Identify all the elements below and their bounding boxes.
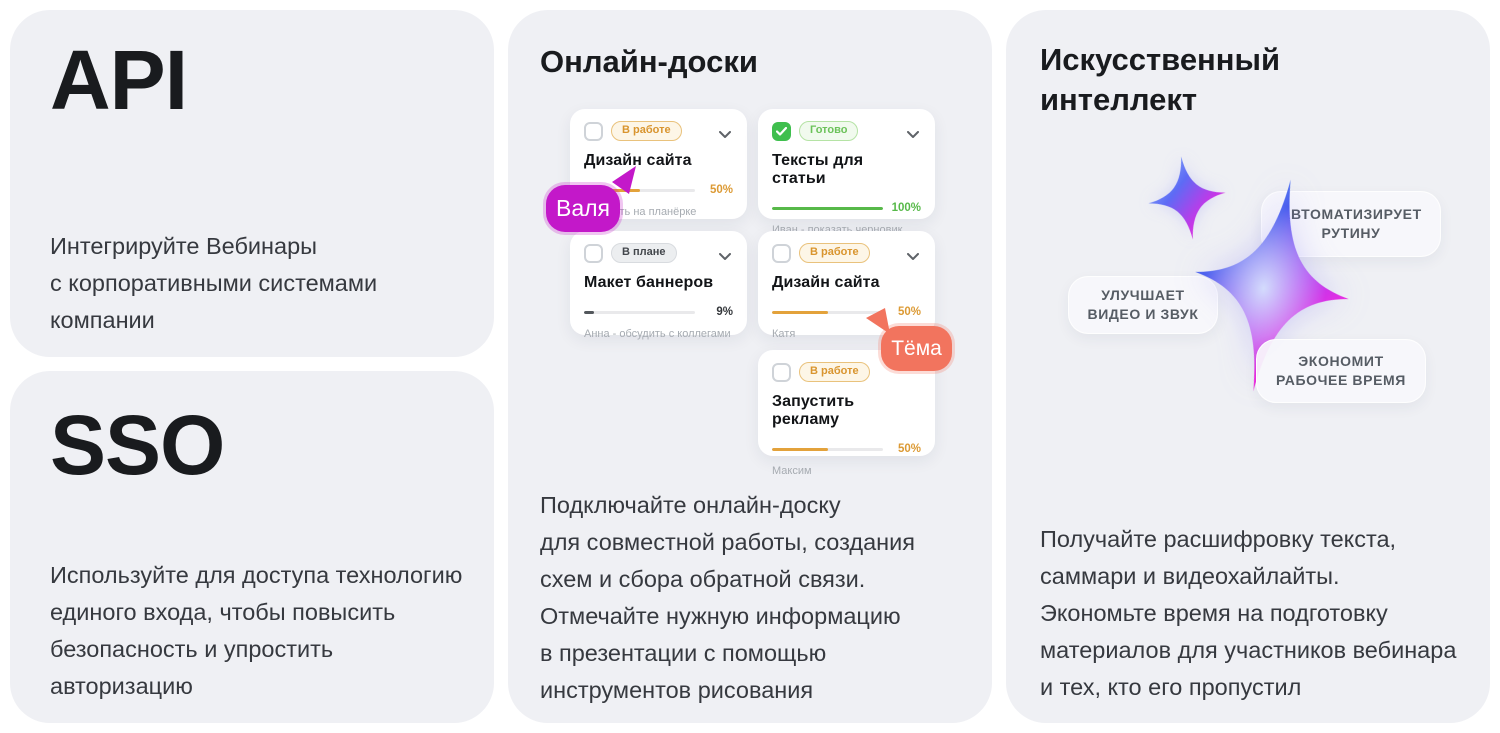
sso-title: SSO <box>50 398 225 492</box>
online-boards-title: Онлайн-доски <box>540 44 758 79</box>
progress-bar <box>772 206 883 210</box>
chevron-down-icon[interactable] <box>907 248 919 266</box>
check-icon <box>776 126 787 136</box>
chevron-down-icon[interactable] <box>719 248 731 266</box>
progress-bar <box>772 310 883 314</box>
api-title: API <box>50 33 188 127</box>
online-boards-card: Онлайн-доски В работе Дизайн сайта 50% о… <box>508 10 992 723</box>
checkbox[interactable] <box>772 243 791 263</box>
status-badge: Готово <box>799 121 859 141</box>
cursor-label-tyoma: Тёма <box>881 326 952 371</box>
status-badge: В работе <box>611 121 682 141</box>
task-note: Анна - обсудить с коллегами <box>584 328 731 340</box>
ai-badge-improves-video-audio: УЛУЧШАЕТ ВИДЕО И ЗВУК <box>1068 276 1218 334</box>
status-badge: В плане <box>611 243 677 263</box>
task-title: Дизайн сайта <box>584 152 692 169</box>
task-title: Запустить рекламу <box>772 393 855 428</box>
progress-value: 9% <box>716 306 733 318</box>
progress-bar <box>772 447 883 451</box>
checkbox-checked[interactable] <box>772 121 791 141</box>
ai-description: Получайте расшифровку текста, саммари и … <box>1040 526 1457 700</box>
ai-badge-saves-time: ЭКОНОМИТ РАБОЧЕЕ ВРЕМЯ <box>1256 339 1426 403</box>
ai-card: Искусственный интеллект АВТОМАТИЗИРУЕТ Р… <box>1006 10 1490 723</box>
task-card: В работе Дизайн сайта 50% Катя <box>758 231 935 340</box>
progress-value: 50% <box>709 184 733 196</box>
online-boards-description: Подключайте онлайн-доску для совместной … <box>540 492 915 703</box>
chevron-down-icon[interactable] <box>907 126 919 144</box>
checkbox[interactable] <box>772 362 791 382</box>
task-note: Максим <box>772 465 812 477</box>
task-card: В работе Запустить рекламу 50% Максим <box>758 350 935 477</box>
sparkle-star-big-icon <box>1195 179 1349 392</box>
task-card: Готово Тексты для статьи 100% Иван - пок… <box>758 109 935 236</box>
api-card: API Интегрируйте Вебинары с корпоративны… <box>10 10 494 357</box>
progress-bar <box>584 310 695 314</box>
cursor-arrow-icon <box>866 308 890 334</box>
task-title: Дизайн сайта <box>772 274 880 291</box>
checkbox[interactable] <box>584 243 603 263</box>
chevron-down-icon[interactable] <box>719 126 731 144</box>
cursor-arrow-icon <box>612 166 636 194</box>
status-badge: В работе <box>799 243 870 263</box>
task-title: Тексты для статьи <box>772 152 864 187</box>
task-title: Макет баннеров <box>584 274 714 291</box>
task-note: Катя <box>772 328 796 340</box>
sparkle-star-small-icon <box>1148 156 1226 240</box>
sso-card: SSO Используйте для доступа технологию е… <box>10 371 494 723</box>
status-badge: В работе <box>799 362 870 382</box>
ai-title: Искусственный интеллект <box>1040 42 1281 117</box>
progress-value: 100% <box>891 202 921 214</box>
task-card: В плане Макет баннеров 9% Анна - обсудит… <box>570 231 747 340</box>
checkbox[interactable] <box>584 121 603 141</box>
cursor-label-valya: Валя <box>546 185 620 232</box>
api-description: Интегрируйте Вебинары с корпоративными с… <box>50 233 378 333</box>
progress-value: 50% <box>897 443 921 455</box>
progress-value: 50% <box>897 306 921 318</box>
sso-description: Используйте для доступа технологию едино… <box>50 562 463 699</box>
